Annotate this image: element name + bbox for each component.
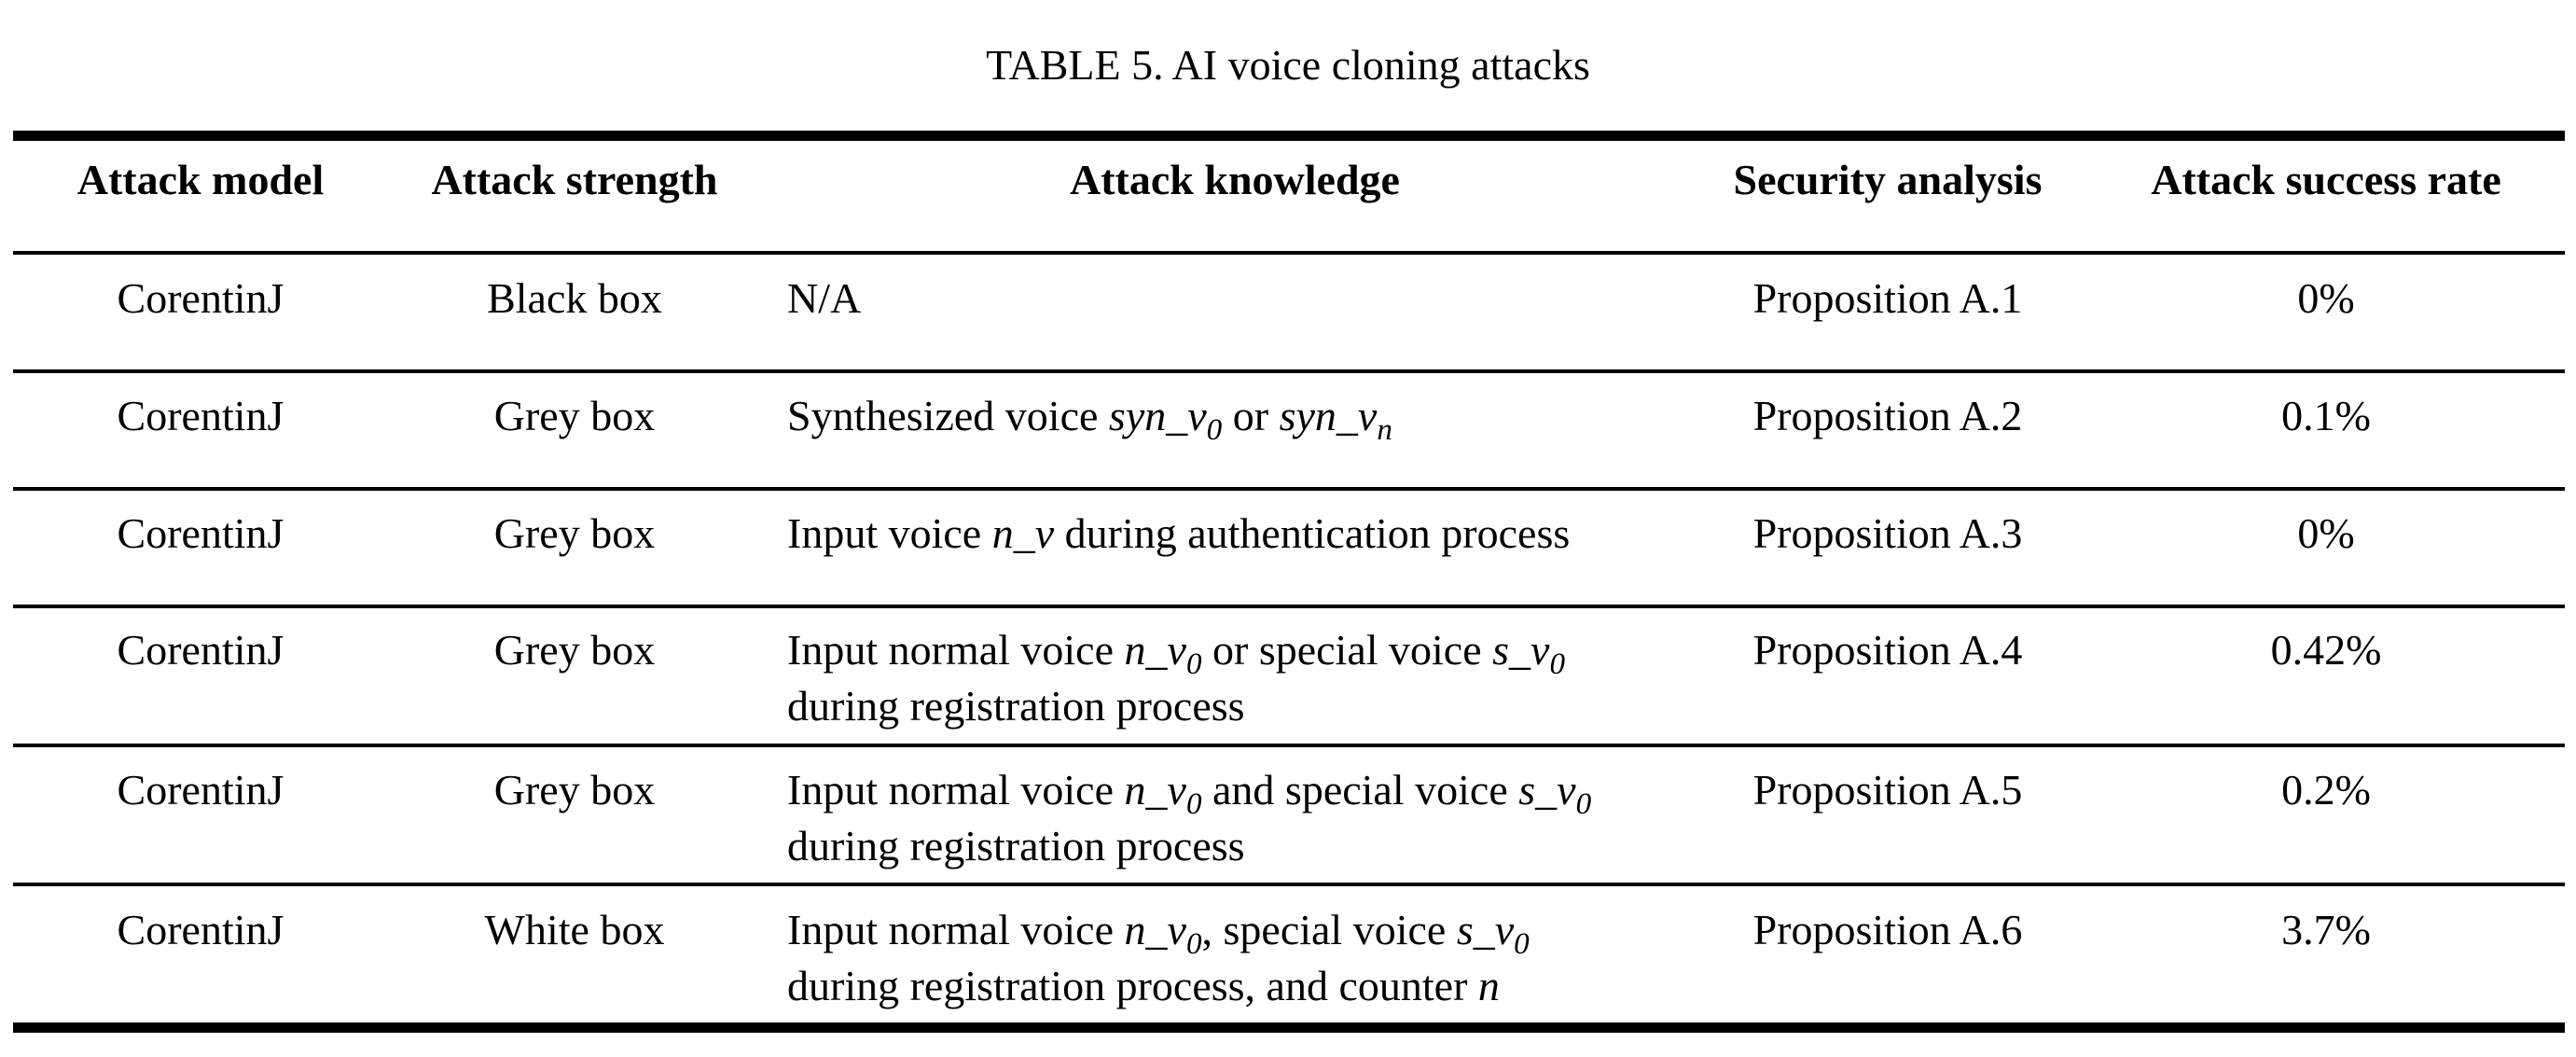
header-attack-strength: Attack strength (431, 156, 718, 203)
cell-attack-strength: Grey box (493, 509, 656, 557)
cell-success-rate: 0.2% (2281, 766, 2371, 814)
row-divider (13, 369, 2565, 373)
cell-attack-model: CorentinJ (117, 766, 284, 814)
cell-success-rate: 0% (2297, 274, 2355, 322)
variable: n_v (1124, 766, 1186, 814)
cell-attack-model: CorentinJ (117, 509, 284, 557)
variable: n_v (1124, 626, 1186, 674)
knowledge-line: Synthesized voice syn_v0 or syn_vn (787, 392, 1392, 447)
cell-security-analysis: Proposition A.6 (1752, 906, 2023, 953)
cell-security-analysis: Proposition A.4 (1752, 626, 2023, 674)
knowledge-line: Input normal voice n_v0, special voice s… (787, 906, 1530, 961)
knowledge-line: Input normal voice n_v0 and special voic… (787, 766, 1592, 821)
knowledge-line: Input normal voice n_v0 or special voice… (787, 626, 1566, 681)
header-attack-model: Attack model (76, 156, 325, 203)
header-attack-knowledge: Attack knowledge (1070, 156, 1400, 203)
cell-security-analysis: Proposition A.1 (1752, 274, 2023, 322)
cell-attack-strength: Black box (487, 274, 662, 322)
cell-attack-strength: Grey box (493, 392, 656, 439)
row-divider (13, 883, 2565, 886)
cell-security-analysis: Proposition A.3 (1752, 509, 2023, 557)
header-attack-success-rate: Attack success rate (2151, 156, 2501, 203)
table-caption: TABLE 5. AI voice cloning attacks (986, 41, 1590, 89)
cell-success-rate: 0.1% (2281, 392, 2371, 439)
variable: s_v (1492, 626, 1550, 674)
cell-attack-model: CorentinJ (117, 274, 284, 322)
cell-success-rate: 0% (2297, 509, 2355, 557)
cell-attack-knowledge: N/A (787, 271, 1683, 327)
table-top-rule (13, 131, 2565, 141)
row-divider (13, 487, 2565, 491)
variable: syn_v (1279, 392, 1378, 439)
cell-attack-model: CorentinJ (117, 392, 284, 439)
cell-attack-knowledge: Input normal voice n_v0 or special voice… (787, 622, 1683, 734)
cell-attack-model: CorentinJ (117, 626, 284, 674)
knowledge-line: during registration process, and counter… (787, 962, 1500, 1009)
cell-attack-knowledge: Input voice n_v during authentication pr… (787, 506, 1683, 562)
knowledge-line: during registration process (787, 822, 1245, 869)
cell-attack-knowledge: Input normal voice n_v0 and special voic… (787, 762, 1683, 874)
cell-security-analysis: Proposition A.5 (1752, 766, 2023, 814)
cell-success-rate: 3.7% (2281, 906, 2371, 953)
cell-attack-strength: White box (484, 906, 665, 953)
cell-attack-strength: Grey box (493, 766, 656, 814)
variable: s_v (1456, 906, 1515, 953)
row-divider (13, 605, 2565, 608)
knowledge-line: N/A (787, 274, 862, 322)
table-bottom-rule (13, 1022, 2565, 1033)
cell-attack-knowledge: Synthesized voice syn_v0 or syn_vn (787, 388, 1683, 447)
variable: n (1477, 962, 1500, 1009)
header-divider (13, 251, 2565, 255)
row-divider (13, 744, 2565, 747)
cell-attack-model: CorentinJ (117, 906, 284, 953)
header-security-analysis: Security analysis (1733, 156, 2043, 203)
variable: n_v (991, 509, 1055, 557)
knowledge-line: Input voice n_v during authentication pr… (787, 509, 1571, 557)
knowledge-line: during registration process (787, 682, 1245, 730)
cell-attack-strength: Grey box (493, 626, 656, 674)
cell-success-rate: 0.42% (2270, 626, 2382, 674)
cell-attack-knowledge: Input normal voice n_v0, special voice s… (787, 902, 1683, 1014)
variable: s_v (1518, 766, 1576, 814)
cell-security-analysis: Proposition A.2 (1752, 392, 2023, 439)
variable: syn_v (1108, 392, 1207, 439)
variable: n_v (1124, 906, 1186, 953)
